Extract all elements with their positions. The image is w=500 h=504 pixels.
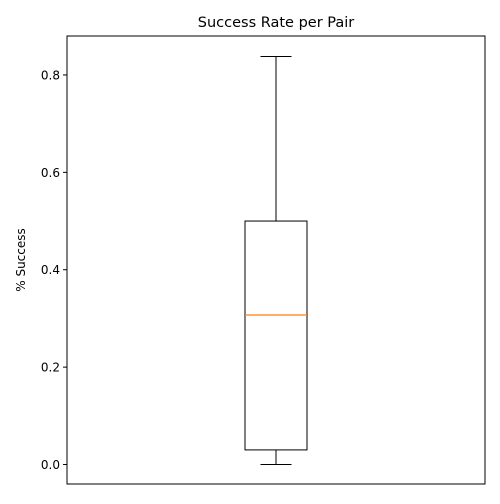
box-iqr [244, 220, 308, 451]
y-tick-label: 0.6 [41, 166, 60, 180]
y-tick-label: 0.0 [41, 458, 60, 472]
y-tick-label: 0.2 [41, 361, 60, 375]
chart-title: Success Rate per Pair [198, 15, 355, 31]
y-tick-label: 0.8 [41, 68, 60, 82]
plot-frame [66, 35, 486, 485]
y-tick-label: 0.4 [41, 263, 60, 277]
plot-area [244, 55, 308, 466]
y-axis-label: % Success [14, 228, 28, 292]
